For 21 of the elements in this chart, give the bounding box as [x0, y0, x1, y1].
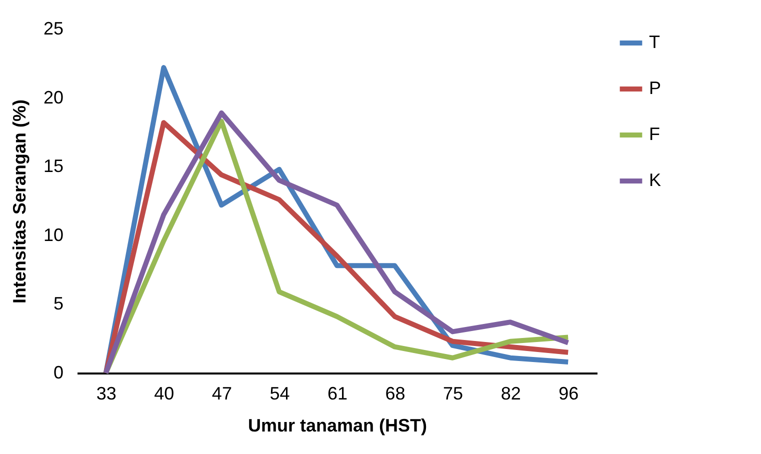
x-tick-label: 47	[212, 384, 232, 404]
x-tick-label: 96	[558, 384, 579, 404]
y-tick-label: 15	[43, 156, 64, 176]
x-tick-label: 40	[154, 384, 174, 404]
x-tick-label: 68	[385, 384, 406, 404]
x-tick-label: 61	[327, 384, 348, 404]
legend-label: F	[649, 124, 660, 144]
x-axis-title: Umur tanaman (HST)	[248, 416, 428, 436]
y-tick-label: 0	[53, 362, 64, 382]
x-tick-label: 82	[500, 384, 521, 404]
y-axis-title: Intensitas Serangan (%)	[9, 99, 30, 304]
x-tick-label: 75	[443, 384, 464, 404]
legend-label: T	[649, 32, 660, 52]
y-tick-label: 20	[43, 87, 64, 108]
y-tick-label: 25	[43, 18, 64, 38]
legend-label: K	[649, 170, 662, 190]
legend-label: P	[649, 78, 662, 98]
x-tick-label: 54	[270, 384, 290, 404]
x-tick-label: 33	[96, 384, 116, 404]
y-tick-label: 10	[43, 224, 64, 245]
y-tick-label: 5	[53, 294, 64, 314]
